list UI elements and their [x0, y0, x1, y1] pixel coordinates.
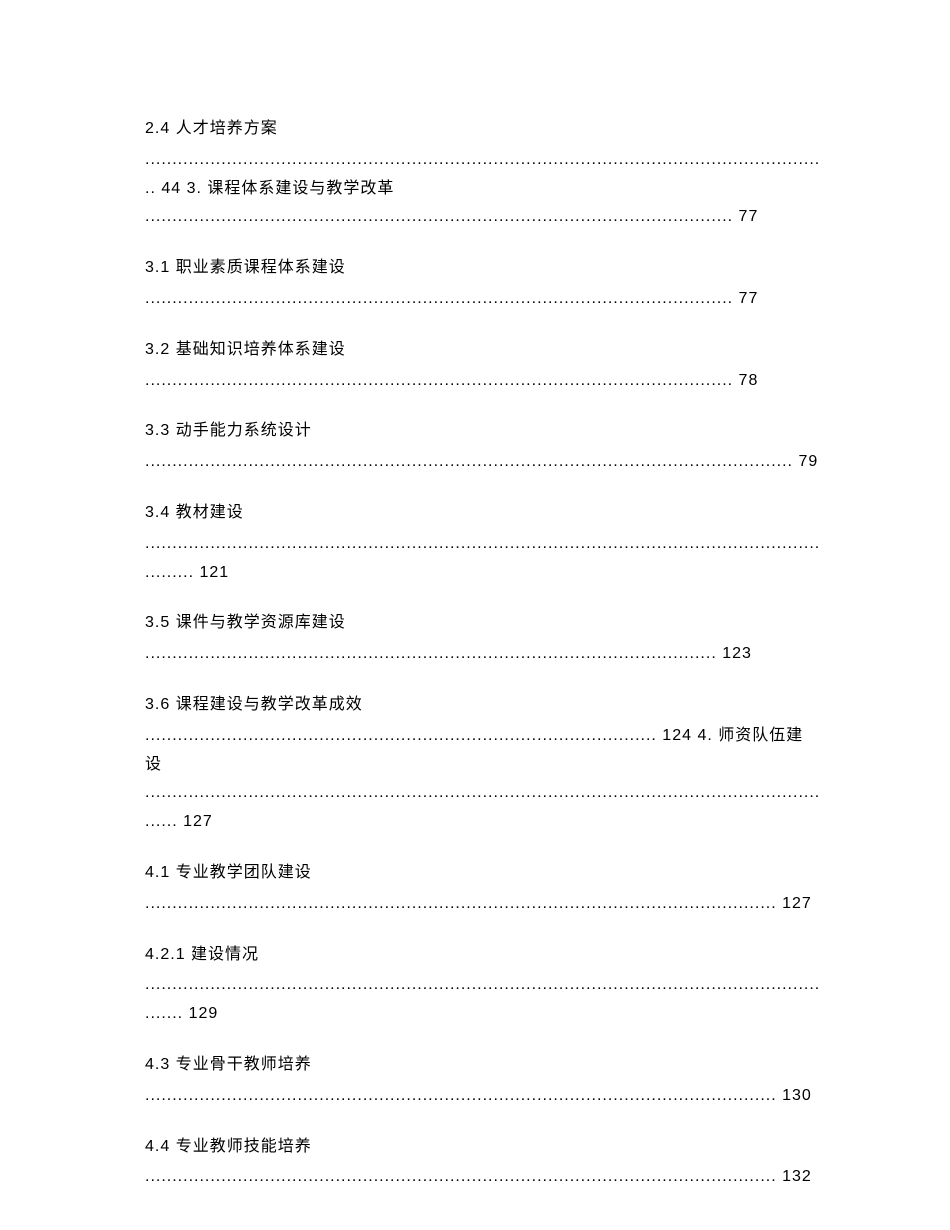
toc-dots-and-page: ........................................…	[145, 1163, 820, 1192]
toc-title: 3.3 动手能力系统设计	[145, 417, 820, 446]
toc-dots-and-page: ........................................…	[145, 722, 820, 837]
toc-entry: 4.1 专业教学团队建设 ...........................…	[145, 859, 820, 919]
toc-title: 3.5 课件与教学资源库建设	[145, 609, 820, 638]
toc-title: 3.2 基础知识培养体系建设	[145, 336, 820, 365]
toc-title: 3.4 教材建设	[145, 499, 820, 528]
toc-dots-and-page: ........................................…	[145, 448, 820, 477]
toc-entry: 2.4 人才培养方案 .............................…	[145, 115, 820, 232]
toc-title: 3.1 职业素质课程体系建设	[145, 254, 820, 283]
toc-entry: 3.2 基础知识培养体系建设 .........................…	[145, 336, 820, 396]
toc-entry: 4.3 专业骨干教师培养 ...........................…	[145, 1051, 820, 1111]
toc-entry: 3.1 职业素质课程体系建设 .........................…	[145, 254, 820, 314]
toc-entry: 4.4 专业教师技能培养 ...........................…	[145, 1133, 820, 1193]
table-of-contents: 2.4 人才培养方案 .............................…	[145, 115, 820, 1192]
toc-entry: 4.2.1 建设情况 .............................…	[145, 941, 820, 1029]
toc-title: 4.3 专业骨干教师培养	[145, 1051, 820, 1080]
toc-dots-and-page: ........................................…	[145, 890, 820, 919]
toc-title: 4.2.1 建设情况	[145, 941, 820, 970]
toc-title: 4.1 专业教学团队建设	[145, 859, 820, 888]
toc-title: 3.6 课程建设与教学改革成效	[145, 691, 820, 720]
toc-title: 2.4 人才培养方案	[145, 115, 820, 144]
toc-dots-and-page: ........................................…	[145, 640, 820, 669]
toc-dots-and-page: ........................................…	[145, 530, 820, 588]
toc-entry: 3.6 课程建设与教学改革成效 ........................…	[145, 691, 820, 837]
toc-dots-and-page: ........................................…	[145, 285, 820, 314]
toc-dots-and-page: ........................................…	[145, 146, 820, 232]
toc-dots-and-page: ........................................…	[145, 367, 820, 396]
toc-entry: 3.3 动手能力系统设计 ...........................…	[145, 417, 820, 477]
toc-title: 4.4 专业教师技能培养	[145, 1133, 820, 1162]
toc-dots-and-page: ........................................…	[145, 1082, 820, 1111]
toc-entry: 3.5 课件与教学资源库建设 .........................…	[145, 609, 820, 669]
toc-entry: 3.4 教材建设 ...............................…	[145, 499, 820, 587]
toc-dots-and-page: ........................................…	[145, 971, 820, 1029]
